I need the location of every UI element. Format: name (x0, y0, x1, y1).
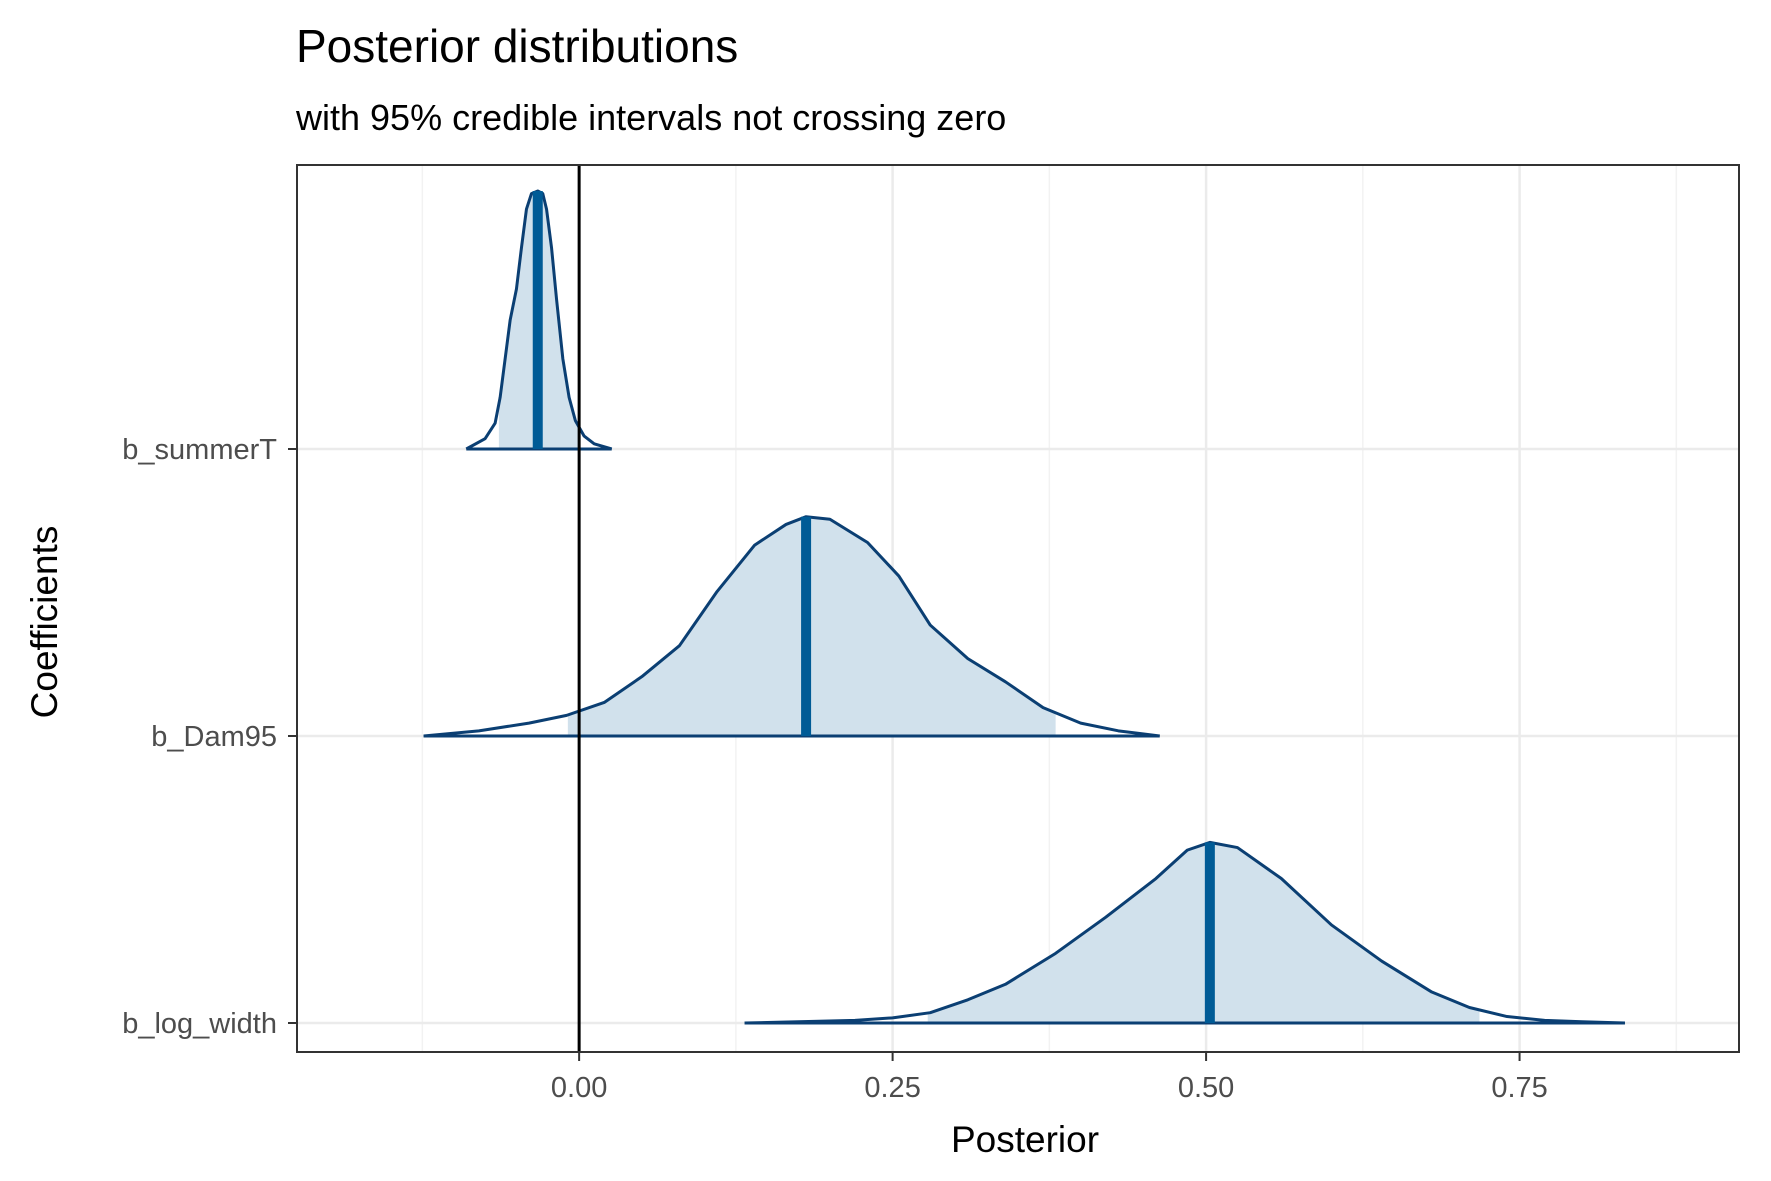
y-axis-title: Coefficients (24, 526, 65, 719)
y-tick-label: b_Dam95 (151, 721, 277, 753)
axes-layer: 0.00 0.25 0.50 0.75 b_summerT b_Dam95 b_log_wi… (122, 164, 1740, 1104)
x-tick-label: 0.50 (1178, 1072, 1234, 1104)
density-ci-fill-b_log_width (927, 842, 1480, 1023)
chart-title: Posterior distributions (296, 20, 738, 72)
density-ci-fill-b_Dam95 (567, 516, 1056, 736)
x-tick-label: 0.00 (551, 1072, 607, 1104)
chart-subtitle: with 95% credible intervals not crossing… (295, 97, 1006, 138)
panel-border (296, 164, 1740, 1053)
y-tick-label: b_summerT (122, 434, 277, 466)
x-axis-title: Posterior (951, 1119, 1099, 1160)
x-tick-label: 0.25 (864, 1072, 920, 1104)
x-tick-label: 0.75 (1491, 1072, 1547, 1104)
y-tick-label: b_log_width (122, 1008, 277, 1040)
density-layer (423, 189, 1625, 1025)
